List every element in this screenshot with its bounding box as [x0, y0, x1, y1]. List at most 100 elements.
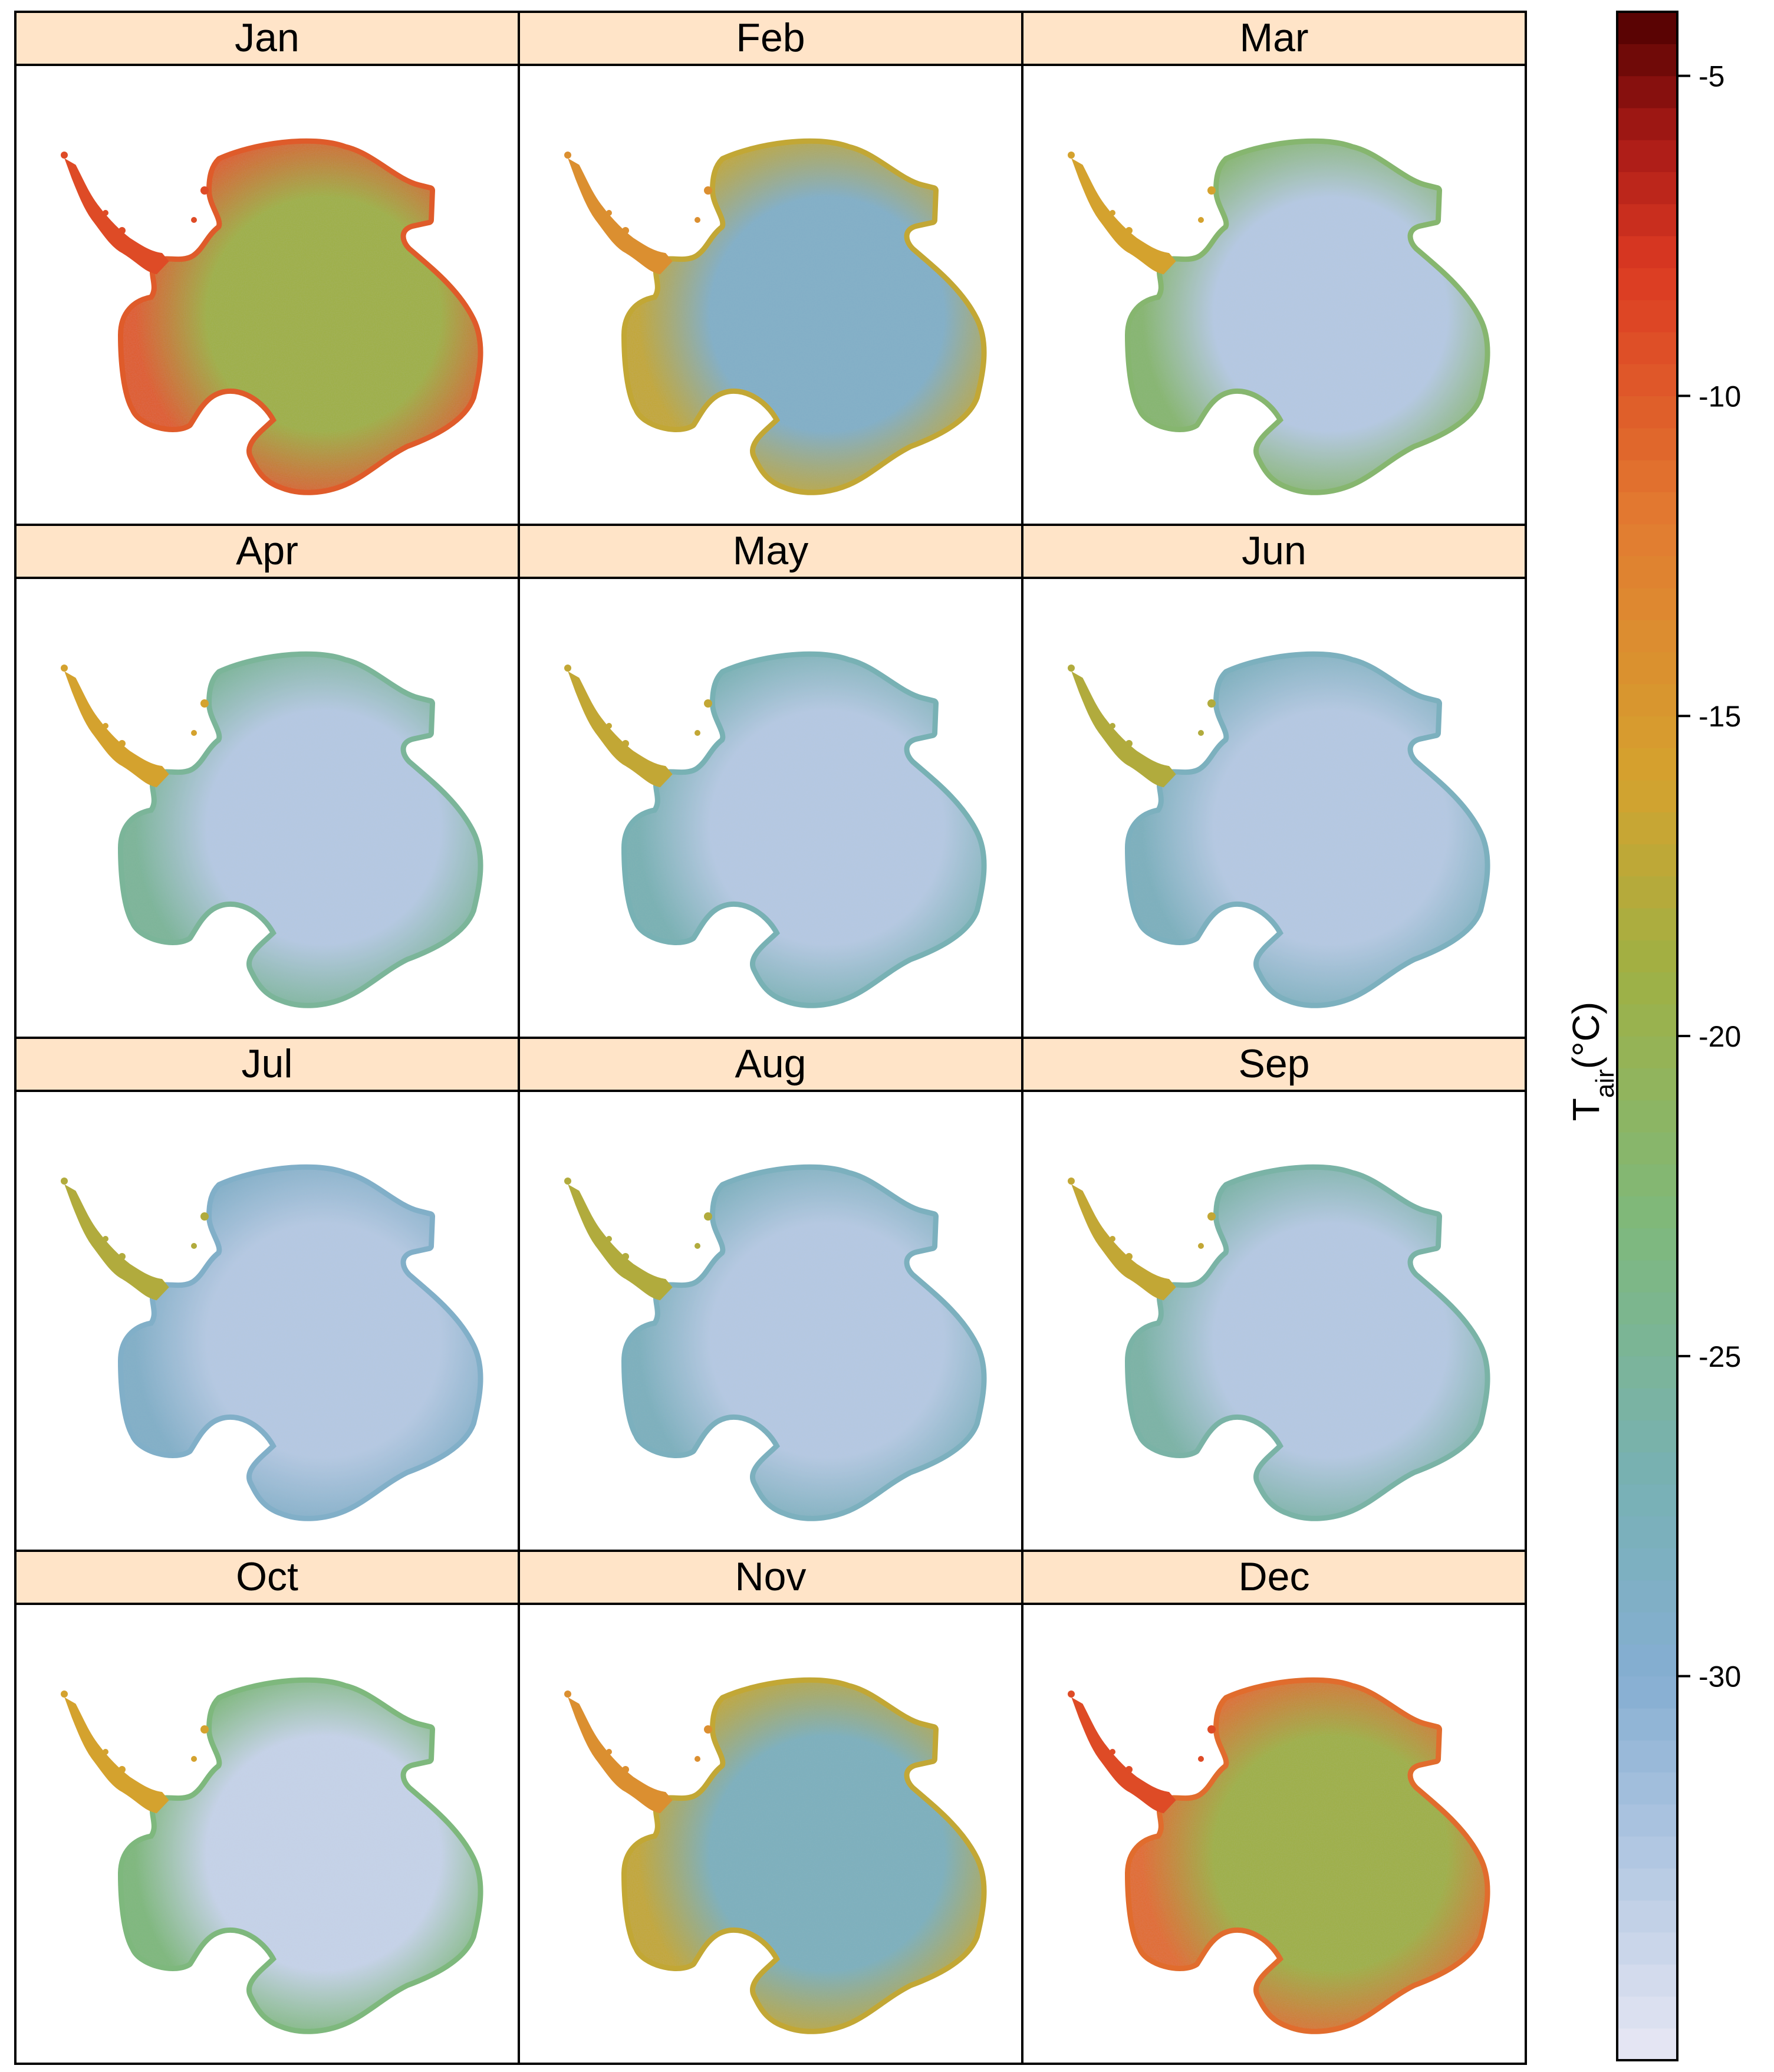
- island-speck: [1078, 682, 1084, 688]
- colorbar-tick-label: -30: [1699, 1660, 1741, 1693]
- island-speck: [1068, 152, 1075, 159]
- panel-grid: Jan Feb Mar Apr May Jun Jul Aug Sep Oct Nov Dec: [14, 11, 1527, 2065]
- colorbar-band: [1617, 907, 1677, 940]
- colorbar-band: [1617, 1068, 1677, 1101]
- island-speck: [1207, 186, 1216, 195]
- colorbar-band: [1617, 1228, 1677, 1261]
- colorbar-label-sub: air: [1591, 1069, 1620, 1098]
- colorbar-band: [1617, 876, 1677, 909]
- panel-strip-label: Nov: [735, 1554, 807, 1599]
- colorbar-color-bands: [1617, 12, 1677, 2061]
- colorbar-tick-label: -5: [1699, 60, 1724, 93]
- panel-strip-label: Sep: [1239, 1041, 1310, 1086]
- colorbar-label-main: T: [1565, 1098, 1607, 1121]
- island-speck: [1110, 1236, 1115, 1242]
- colorbar-band: [1617, 1388, 1677, 1420]
- panel-map: [564, 657, 982, 1003]
- colorbar-tick-label: -25: [1699, 1340, 1741, 1373]
- island-speck: [1110, 210, 1115, 216]
- island-speck: [564, 1691, 571, 1698]
- panel-jun: Jun: [1021, 524, 1527, 1039]
- island-speck: [61, 1178, 68, 1185]
- panel-map: [564, 144, 982, 490]
- colorbar-band: [1617, 140, 1677, 173]
- island-speck: [1198, 1243, 1204, 1249]
- island-speck: [103, 210, 108, 216]
- colorbar-tick-label: -10: [1699, 380, 1741, 413]
- island-speck: [1198, 730, 1204, 736]
- panel-strip: [1021, 524, 1527, 579]
- colorbar-band: [1617, 716, 1677, 749]
- colorbar-band: [1617, 1804, 1677, 1837]
- panel-map: [1068, 657, 1485, 1003]
- panel-strip: [14, 1550, 520, 1605]
- colorbar-band: [1617, 1259, 1677, 1292]
- island-speck: [1207, 1212, 1216, 1221]
- island-speck: [1198, 217, 1204, 223]
- panel-strip-label: Mar: [1239, 15, 1308, 60]
- colorbar-band: [1617, 1516, 1677, 1549]
- colorbar-band: [1617, 1036, 1677, 1068]
- colorbar-band: [1617, 972, 1677, 1005]
- island-speck: [71, 1195, 77, 1201]
- island-speck: [704, 186, 712, 195]
- island-speck: [695, 1756, 700, 1762]
- panel-strip-label: Apr: [236, 528, 298, 573]
- colorbar-band: [1617, 620, 1677, 653]
- island-speck: [1207, 1725, 1216, 1734]
- island-speck: [606, 210, 612, 216]
- panel-strip-label: Jul: [242, 1041, 293, 1086]
- island-speck: [695, 217, 700, 223]
- colorbar-band: [1617, 2028, 1677, 2061]
- colorbar-band: [1617, 524, 1677, 557]
- island-speck: [1207, 699, 1216, 708]
- colorbar-band: [1617, 1356, 1677, 1389]
- panel-map: [61, 1683, 478, 2029]
- colorbar-band: [1617, 1932, 1677, 1965]
- colorbar-band: [1617, 1580, 1677, 1613]
- colorbar-band: [1617, 652, 1677, 685]
- colorbar-band: [1617, 1836, 1677, 1869]
- colorbar-band: [1617, 172, 1677, 205]
- colorbar-band: [1617, 1292, 1677, 1325]
- island-speck: [61, 1691, 68, 1698]
- colorbar-band: [1617, 427, 1677, 461]
- island-speck: [200, 186, 209, 195]
- colorbar-band: [1617, 1676, 1677, 1709]
- island-speck: [191, 1756, 197, 1762]
- colorbar-band: [1617, 492, 1677, 525]
- island-speck: [606, 1236, 612, 1242]
- island-speck: [61, 152, 68, 159]
- colorbar-band: [1617, 1100, 1677, 1133]
- colorbar-band: [1617, 1644, 1677, 1677]
- island-speck: [200, 1212, 209, 1221]
- colorbar-band: [1617, 203, 1677, 236]
- colorbar-band: [1617, 1612, 1677, 1645]
- island-speck: [1125, 1766, 1133, 1773]
- island-speck: [564, 152, 571, 159]
- island-speck: [1125, 740, 1133, 747]
- colorbar-band: [1617, 1324, 1677, 1357]
- colorbar-band: [1617, 1004, 1677, 1037]
- colorbar-label: Tair(°C): [1565, 1002, 1620, 1121]
- colorbar-band: [1617, 300, 1677, 333]
- colorbar-band: [1617, 1132, 1677, 1165]
- colorbar-band: [1617, 683, 1677, 716]
- panel-feb: Feb: [518, 11, 1023, 526]
- panel-jan: Jan: [14, 11, 520, 526]
- panel-map: [1068, 1683, 1485, 2029]
- colorbar-band: [1617, 1484, 1677, 1517]
- island-speck: [1068, 1178, 1075, 1185]
- colorbar-band: [1617, 1164, 1677, 1197]
- colorbar-band: [1617, 1708, 1677, 1741]
- colorbar-band: [1617, 812, 1677, 844]
- island-speck: [71, 682, 77, 688]
- island-speck: [1078, 1708, 1084, 1713]
- colorbar-band: [1617, 235, 1677, 268]
- island-speck: [1110, 723, 1115, 729]
- island-speck: [622, 227, 629, 234]
- island-speck: [119, 1253, 126, 1260]
- island-speck: [704, 1725, 712, 1734]
- island-speck: [191, 1243, 197, 1249]
- island-speck: [200, 699, 209, 708]
